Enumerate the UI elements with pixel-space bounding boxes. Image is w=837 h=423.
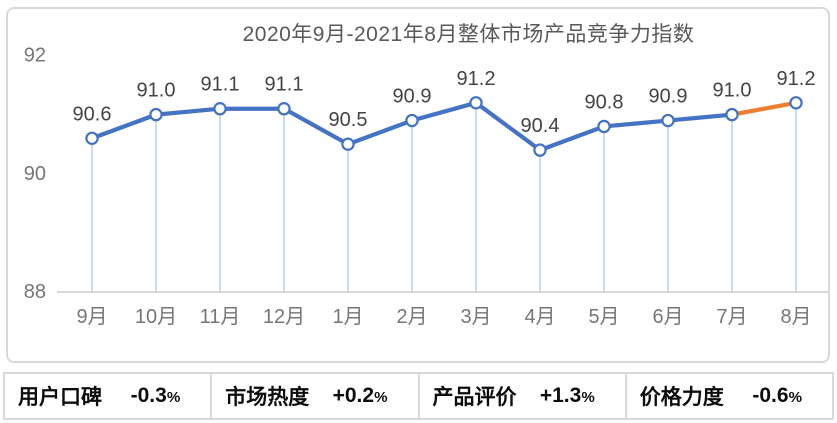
- stat-user-reputation: 用户口碑 -0.3%: [5, 374, 210, 418]
- stat-label: 价格力度: [639, 386, 724, 409]
- data-point-label: 90.5: [329, 109, 368, 131]
- data-point-label: 90.4: [521, 115, 560, 137]
- series-segment: [153, 106, 223, 117]
- x-tick-label: 9月: [76, 306, 107, 328]
- x-tick-label: 5月: [588, 306, 619, 328]
- stat-value: -0.3%: [130, 384, 181, 407]
- data-point-marker: [405, 113, 419, 128]
- data-point-label: 91.1: [265, 74, 304, 96]
- stats-panel: 用户口碑 -0.3% 市场热度 +0.2% 产品评价 +1.3% 价格力度 -0…: [3, 372, 834, 420]
- series-segment: [537, 124, 607, 153]
- data-point-marker: [533, 143, 547, 157]
- data-point-label: 90.9: [393, 86, 432, 108]
- x-tick-label: 6月: [652, 306, 683, 328]
- x-tick-label: 3月: [460, 306, 491, 328]
- x-tick-label: 8月: [780, 306, 811, 328]
- stat-market-heat: 市场热度 +0.2%: [210, 374, 417, 418]
- series-segment: [89, 112, 159, 141]
- data-point-marker: [469, 96, 483, 110]
- data-point-label: 91.0: [137, 80, 176, 102]
- data-point-label: 91.0: [713, 80, 752, 102]
- series-segment-highlight: [729, 100, 799, 117]
- data-point-marker: [341, 137, 355, 151]
- data-point-marker: [85, 131, 99, 145]
- x-tick-label: 12月: [263, 306, 305, 328]
- data-point-marker: [213, 102, 227, 116]
- data-point-label: 90.9: [649, 86, 688, 108]
- chart-card: [6, 7, 830, 363]
- x-tick-label: 4月: [524, 306, 555, 328]
- stat-value: +1.3%: [539, 384, 595, 407]
- data-point-marker: [661, 113, 675, 128]
- percent-sign: %: [788, 389, 802, 406]
- series-segment: [473, 100, 543, 153]
- percent-sign: %: [374, 389, 388, 406]
- data-point-marker: [277, 102, 291, 116]
- percent-sign: %: [581, 389, 595, 406]
- y-tick-label: 90: [24, 163, 46, 185]
- series-segment: [281, 106, 351, 147]
- data-point-label: 91.2: [457, 68, 496, 90]
- stat-price-strength: 价格力度 -0.6%: [624, 374, 832, 418]
- x-tick-label: 7月: [716, 306, 747, 328]
- x-tick-label: 10月: [135, 306, 177, 328]
- x-tick-label: 2月: [396, 306, 427, 328]
- stat-label: 产品评价: [432, 386, 517, 409]
- series-segment: [665, 112, 735, 123]
- stat-value: -0.6%: [752, 384, 802, 407]
- series-segment: [345, 118, 415, 147]
- data-point-marker: [789, 96, 803, 110]
- data-point-marker: [597, 119, 611, 134]
- series-segment: [601, 118, 671, 129]
- stat-label: 市场热度: [225, 386, 310, 409]
- stat-value: +0.2%: [332, 384, 388, 407]
- data-point-label: 91.1: [201, 74, 240, 96]
- chart-title: 2020年9月-2021年8月整体市场产品竞争力指数: [242, 23, 695, 46]
- stat-label: 用户口碑: [18, 386, 102, 409]
- percent-sign: %: [166, 389, 181, 406]
- x-tick-label: 1月: [332, 306, 363, 328]
- y-tick-label: 92: [24, 45, 46, 67]
- x-tick-label: 11月: [200, 306, 241, 328]
- stat-product-rating: 产品评价 +1.3%: [417, 374, 625, 418]
- data-point-marker: [725, 107, 739, 122]
- data-point-label: 91.2: [777, 68, 816, 90]
- data-point-label: 90.6: [73, 103, 112, 125]
- series-segment: [409, 100, 479, 123]
- y-tick-label: 88: [24, 281, 46, 303]
- data-point-label: 90.8: [585, 91, 624, 113]
- data-point-marker: [149, 107, 163, 122]
